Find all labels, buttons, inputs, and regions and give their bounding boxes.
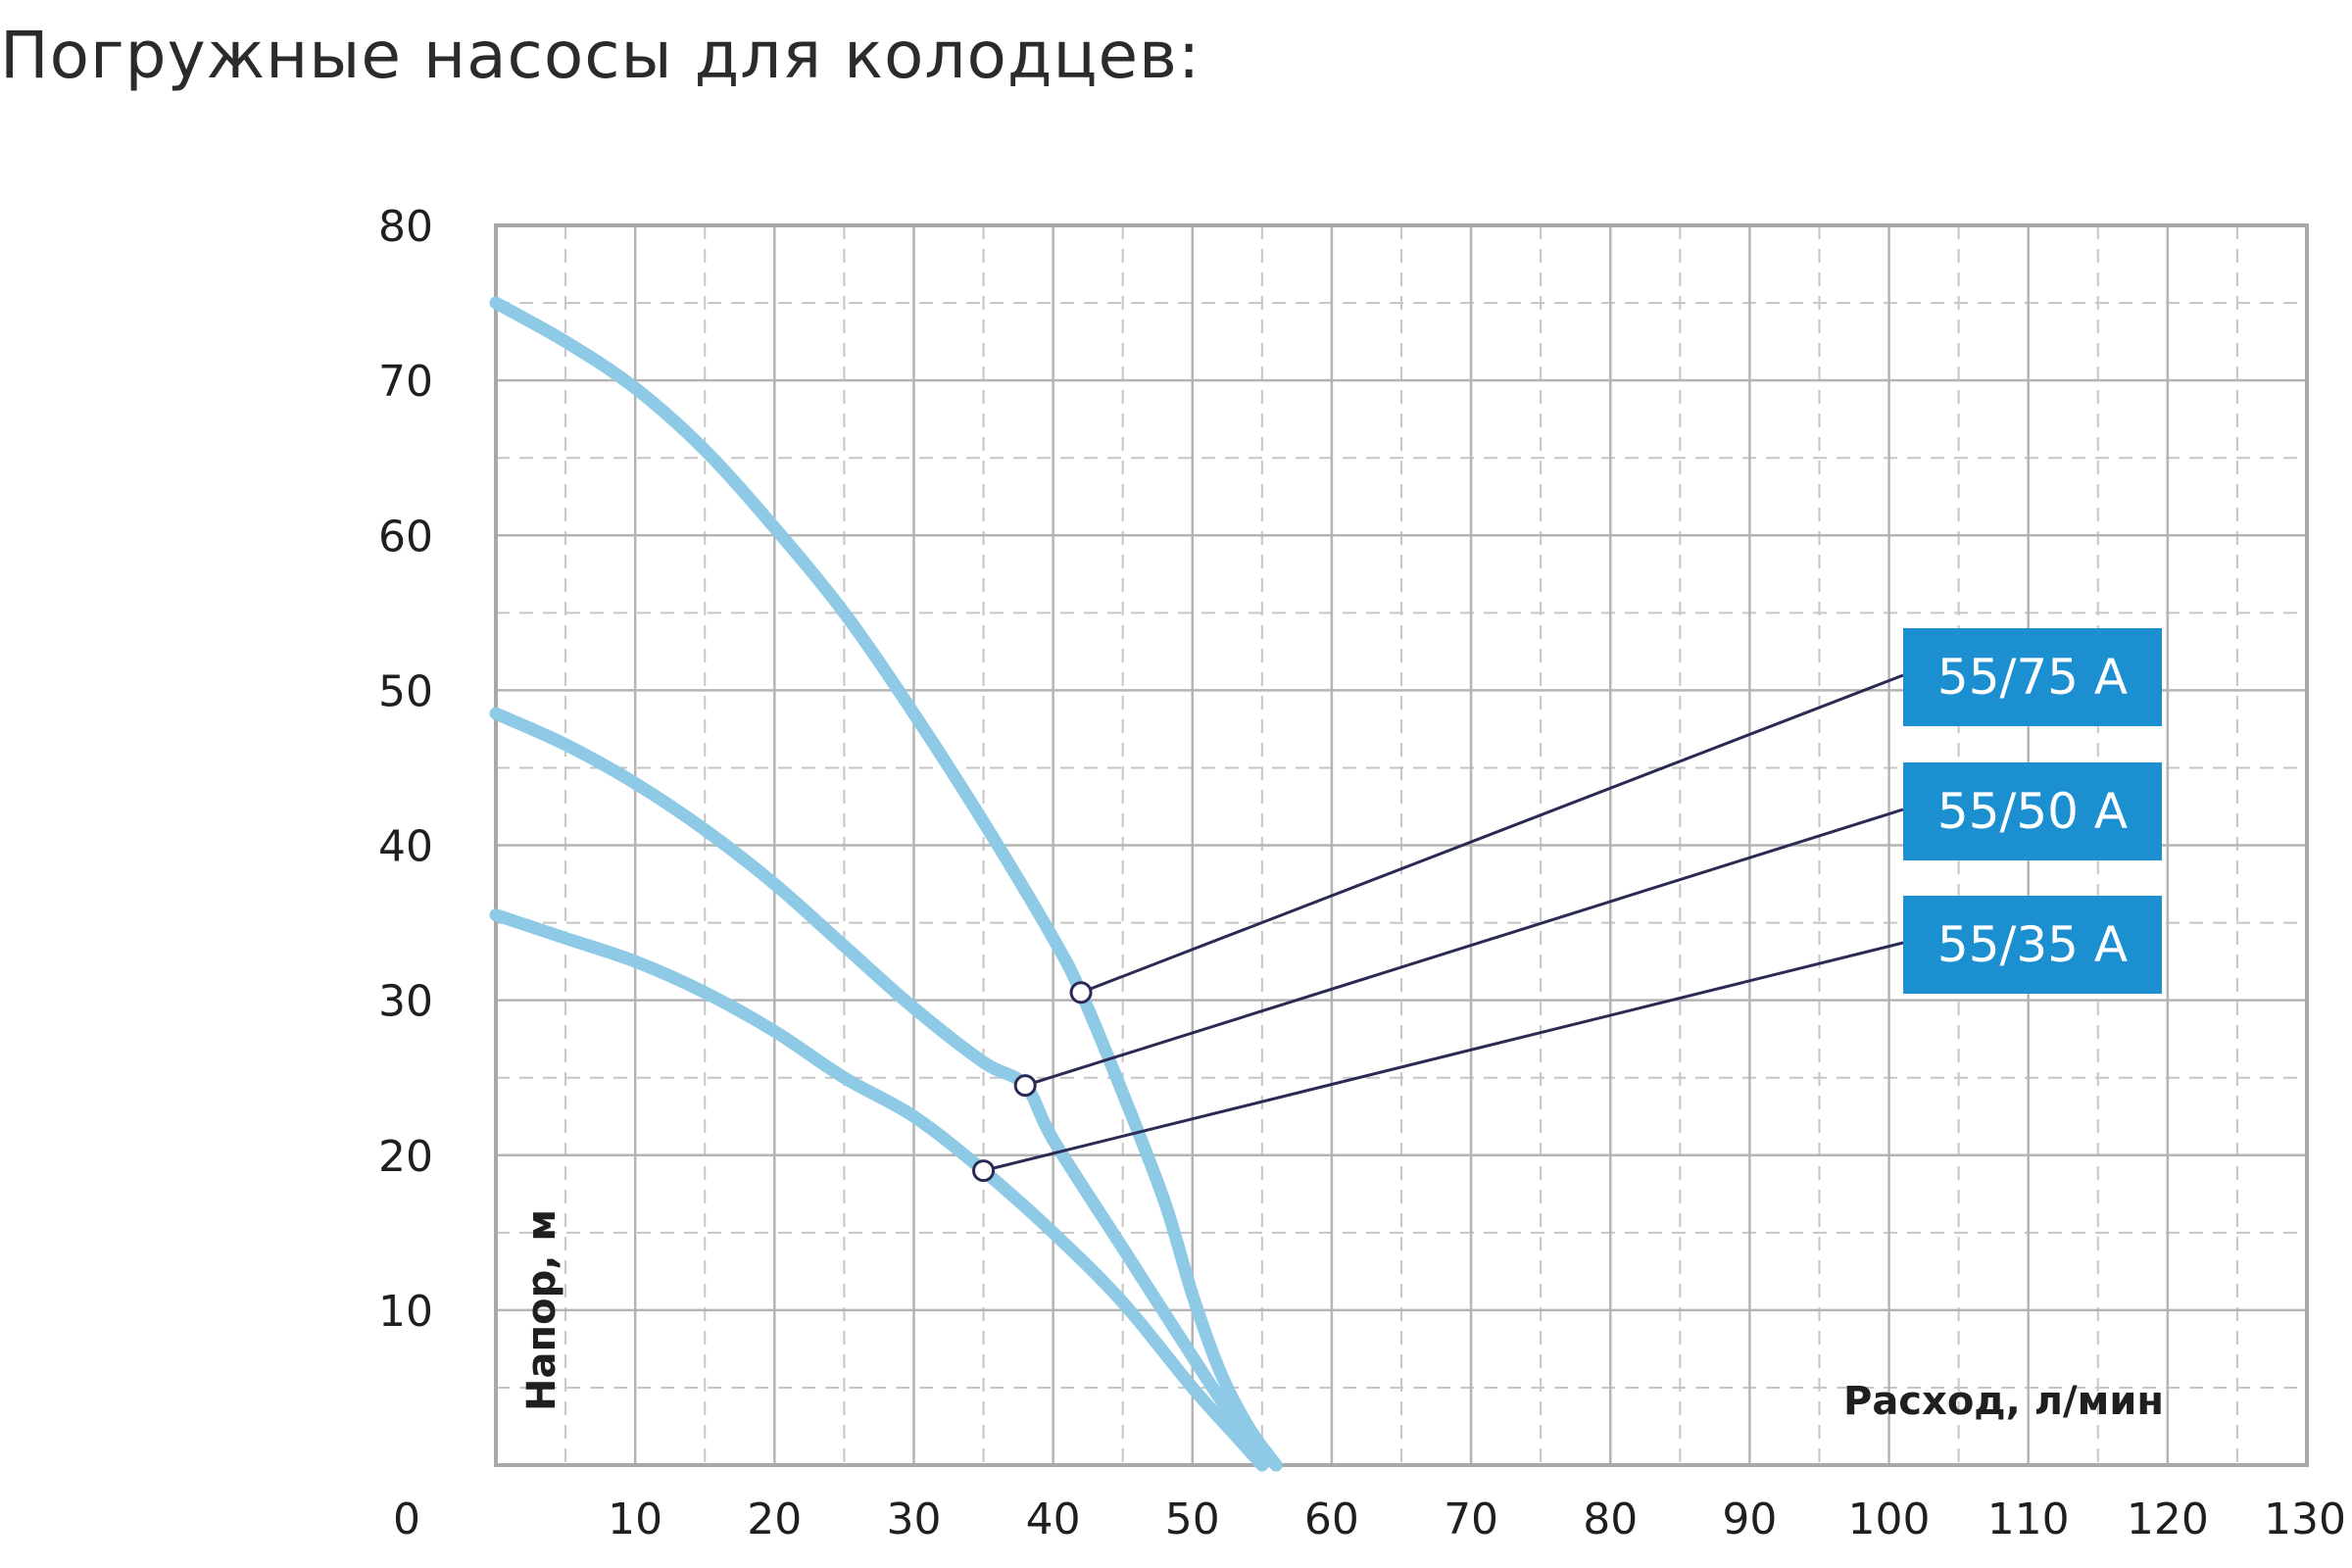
series-curves (489, 296, 1283, 1472)
x-tick-label: 130 (2264, 1494, 2346, 1544)
leader-line (983, 941, 1904, 1173)
series-marker (1013, 1074, 1037, 1098)
x-tick-label: 40 (1026, 1494, 1081, 1544)
x-axis-label: Расход, л/мин (1843, 1379, 2164, 1424)
legend-box (1903, 762, 2162, 860)
legend-box (1903, 896, 2162, 994)
x-tick-label: 100 (1848, 1494, 1931, 1544)
y-tick-label: 40 (378, 822, 433, 872)
y-tick-label: 70 (378, 357, 433, 407)
x-tick-label: 110 (1987, 1494, 2070, 1544)
y-axis-ticks: 10 20 30 40 50 60 70 80 (378, 202, 433, 1337)
x-tick-label: 10 (608, 1494, 662, 1544)
x-tick-label: 90 (1722, 1494, 1777, 1544)
x-tick-label: 60 (1304, 1494, 1359, 1544)
leader-line (1080, 673, 1904, 995)
x-tick-label: 30 (886, 1494, 941, 1544)
series-marker (1069, 981, 1093, 1004)
y-tick-label: 50 (378, 666, 433, 716)
y-tick-label: 30 (378, 977, 433, 1027)
x-tick-label: 50 (1165, 1494, 1220, 1544)
y-tick-label: 20 (378, 1132, 433, 1182)
series-markers (972, 981, 1093, 1183)
leader-line (1024, 808, 1904, 1088)
legend-label: 55/35 A (1937, 916, 2128, 973)
plot-frame (494, 223, 2309, 1467)
series-line (489, 707, 1283, 1472)
page-title: Погружные насосы для колодцев: (0, 18, 1201, 93)
y-tick-label: 10 (378, 1287, 433, 1337)
grid-major (496, 225, 2307, 1465)
y-tick-label: 60 (378, 512, 433, 562)
x-tick-label: 70 (1444, 1494, 1498, 1544)
y-tick-label: 80 (378, 202, 433, 252)
legend-leader-lines (983, 673, 1904, 1173)
x-tick-label: 80 (1583, 1494, 1638, 1544)
legend-label: 55/75 A (1937, 649, 2128, 706)
x-tick-label: 0 (393, 1494, 420, 1544)
y-axis-label: Напор, м (519, 1209, 564, 1411)
legend-label: 55/50 A (1937, 783, 2128, 840)
legend-box (1903, 628, 2162, 726)
x-tick-label: 20 (747, 1494, 802, 1544)
series-line (489, 908, 1269, 1472)
legend: 55/75 A 55/50 A 55/35 A (1903, 628, 2162, 994)
series-line (489, 296, 1283, 1472)
series-marker (972, 1159, 996, 1183)
x-axis-ticks: 0 10 20 30 40 50 60 70 80 90 100 110 120 130 (393, 1494, 2346, 1544)
x-tick-label: 120 (2127, 1494, 2209, 1544)
